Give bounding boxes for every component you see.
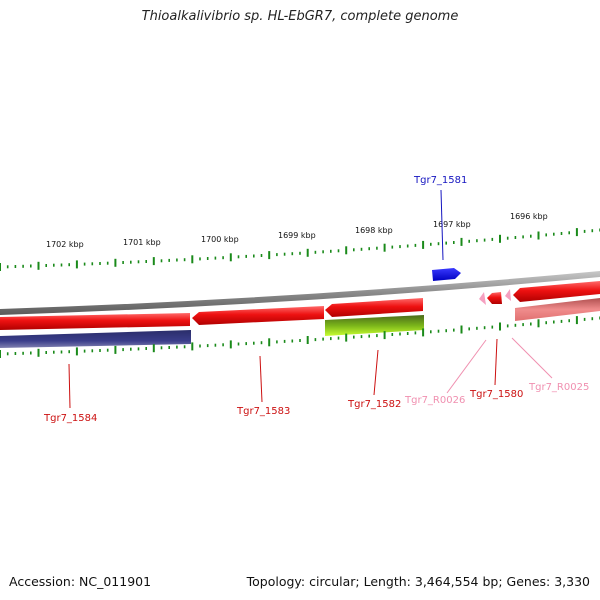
tick-label-1696: 1696 kbp bbox=[510, 212, 548, 221]
lower-tick-row bbox=[0, 316, 600, 358]
gene-tgr7-1581-leader bbox=[440, 189, 444, 261]
gene-tgr7-r0025-leader bbox=[511, 337, 553, 379]
gene-tgr7-1581-arrow[interactable] bbox=[432, 268, 461, 281]
tick-label-1699: 1699 kbp bbox=[278, 231, 316, 240]
genome-backbone bbox=[0, 271, 600, 315]
gene-label-tgr7-1581[interactable]: Tgr7_1581 bbox=[413, 175, 467, 186]
gene-label-tgr7-r0025[interactable]: Tgr7_R0025 bbox=[528, 382, 589, 393]
gene-tgr7-1580-arrow[interactable] bbox=[487, 292, 502, 304]
cds-arrow-right-edge[interactable] bbox=[513, 281, 600, 302]
gc-content-bar-navy bbox=[0, 330, 191, 348]
gene-tgr7-r0025-arrow[interactable] bbox=[505, 289, 511, 301]
tick-label-1698: 1698 kbp bbox=[355, 226, 393, 235]
gene-label-tgr7-r0026[interactable]: Tgr7_R0026 bbox=[404, 395, 465, 406]
gene-tgr7-1582-leader bbox=[373, 349, 379, 396]
gene-label-tgr7-1584[interactable]: Tgr7_1584 bbox=[43, 413, 97, 424]
gene-tgr7-1582-arrow[interactable] bbox=[325, 298, 423, 317]
map-title: Thioalkalivibrio sp. HL-EbGR7, complete … bbox=[141, 9, 459, 24]
tick-label-1700: 1700 kbp bbox=[201, 235, 239, 244]
gene-label-tgr7-1582[interactable]: Tgr7_1582 bbox=[347, 399, 401, 410]
gene-tgr7-1584-arrow[interactable] bbox=[0, 313, 190, 330]
cds-light-right-edge[interactable] bbox=[515, 298, 600, 321]
label-leaders bbox=[68, 337, 553, 409]
tick-labels: 1702 kbp 1701 kbp 1700 kbp 1699 kbp 1698… bbox=[46, 212, 548, 249]
gene-tgr7-1583-leader bbox=[259, 355, 263, 403]
gene-tgr7-r0026-arrow[interactable] bbox=[479, 292, 486, 305]
gene-label-tgr7-1583[interactable]: Tgr7_1583 bbox=[236, 406, 290, 417]
gc-content-bar-green bbox=[325, 315, 424, 336]
gene-label-tgr7-1580[interactable]: Tgr7_1580 bbox=[469, 389, 523, 400]
tick-label-1702: 1702 kbp bbox=[46, 240, 84, 249]
gene-tgr7-1580-leader bbox=[494, 338, 498, 386]
gene-tgr7-1583-arrow[interactable] bbox=[192, 306, 324, 325]
tick-label-1701: 1701 kbp bbox=[123, 238, 161, 247]
gene-tgr7-1584-leader bbox=[68, 363, 71, 409]
accession-label: Accession: NC_011901 bbox=[9, 574, 152, 589]
gene-labels: Tgr7_1581 Tgr7_1584 Tgr7_1583 Tgr7_1582 … bbox=[43, 175, 589, 424]
gene-tgr7-r0026-leader bbox=[446, 339, 487, 394]
upper-tick-row bbox=[0, 228, 600, 271]
tick-label-1697: 1697 kbp bbox=[433, 220, 471, 229]
genome-summary-label: Topology: circular; Length: 3,464,554 bp… bbox=[246, 574, 590, 589]
